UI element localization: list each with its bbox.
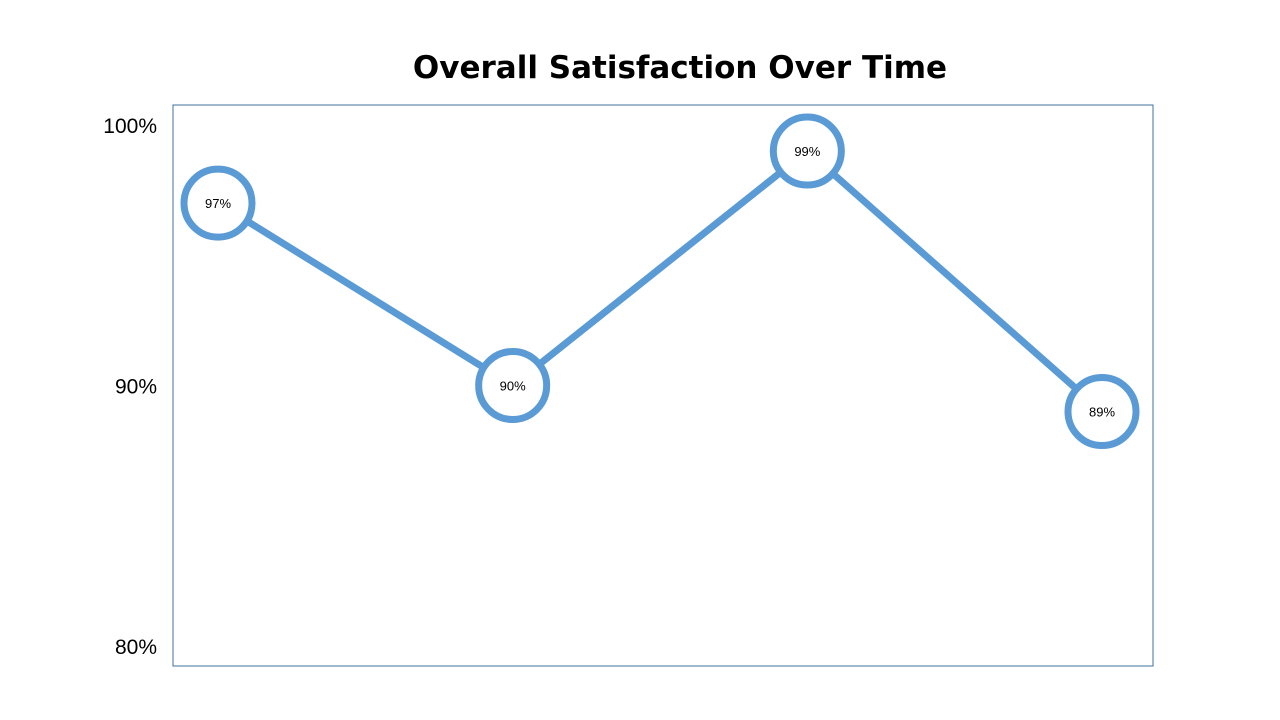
y-tick-label: 100% xyxy=(103,115,157,138)
data-point-marker xyxy=(1064,374,1140,450)
y-tick-label: 80% xyxy=(115,636,157,659)
data-point-marker xyxy=(180,165,256,241)
data-point-marker xyxy=(769,113,845,189)
chart-title: Overall Satisfaction Over Time xyxy=(412,50,948,86)
data-point-label: 99% xyxy=(794,144,820,159)
data-point-marker xyxy=(475,348,551,423)
plot-area-border xyxy=(172,104,1154,667)
chart-title-wrap: Overall Satisfaction Over Time xyxy=(0,50,1280,86)
data-point-label: 89% xyxy=(1089,405,1115,420)
series-line xyxy=(214,147,1106,416)
data-point-label: 97% xyxy=(205,196,231,211)
data-point-label: 90% xyxy=(500,379,526,394)
y-tick-label: 90% xyxy=(115,376,157,399)
